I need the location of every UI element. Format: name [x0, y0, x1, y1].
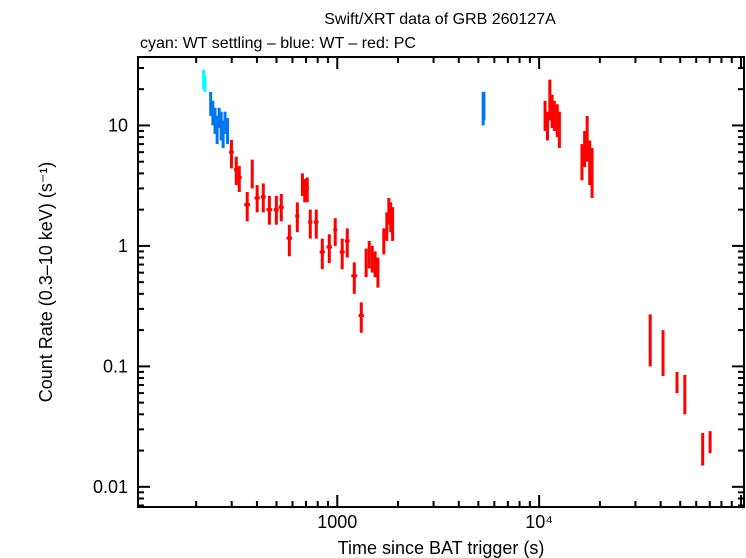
data-point	[278, 193, 284, 222]
data-point	[583, 130, 587, 168]
data-point	[254, 185, 260, 213]
data-point	[588, 140, 592, 186]
chart-title: Swift/XRT data of GRB 260127A	[324, 11, 556, 28]
chart-subtitle: cyan: WT settling – blue: WT – red: PC	[140, 35, 416, 52]
data-point	[590, 147, 594, 198]
data-point	[675, 371, 679, 394]
data-point	[305, 177, 309, 203]
data-point	[367, 240, 371, 269]
data-point	[580, 144, 584, 181]
data-point	[226, 118, 230, 145]
data-point	[319, 238, 325, 270]
data-point	[236, 166, 242, 193]
y-tick-label: 10	[108, 115, 128, 135]
data-point	[555, 104, 559, 138]
data-point	[234, 156, 239, 186]
y-axis-label: Count Rate (0.3–10 keV) (s⁻¹)	[36, 162, 56, 403]
data-point	[391, 207, 395, 241]
data-point	[701, 432, 705, 466]
data-point	[286, 224, 293, 257]
data-point	[552, 100, 556, 131]
data-point	[585, 115, 589, 162]
data-point	[333, 218, 338, 246]
y-tick-label: 1	[118, 236, 128, 256]
data-point	[314, 209, 319, 239]
data-point	[548, 79, 552, 121]
y-tick-label: 0.1	[103, 356, 128, 376]
data-point	[557, 111, 561, 148]
data-point	[648, 314, 652, 367]
x-axis-label: Time since BAT trigger (s)	[338, 538, 545, 558]
data-point	[382, 228, 386, 255]
data-point	[295, 202, 300, 233]
data-point	[250, 159, 254, 189]
x-tick-label: 1000	[317, 512, 357, 532]
data-point	[708, 431, 712, 454]
data-point	[339, 238, 345, 270]
data-point	[203, 75, 207, 92]
y-tick-label: 0.01	[93, 477, 128, 497]
x-tick-label: 10⁴	[525, 512, 553, 532]
data-point	[376, 257, 380, 288]
data-point	[482, 91, 486, 121]
data-point	[661, 330, 665, 377]
data-point	[303, 178, 307, 203]
data-point	[244, 192, 251, 222]
data-point	[545, 111, 549, 141]
data-point	[373, 251, 377, 278]
data-point	[273, 195, 279, 225]
tick-labels: 1000 10⁴ 10 1 0.1 0.01	[93, 115, 553, 532]
data-point	[229, 139, 234, 169]
data-point	[351, 262, 358, 294]
data-points	[202, 69, 712, 466]
data-point	[308, 209, 313, 239]
data-point	[370, 245, 374, 273]
data-point	[266, 195, 273, 225]
data-point	[326, 234, 332, 264]
data-point	[358, 302, 364, 333]
data-point	[364, 248, 368, 278]
data-point	[550, 94, 554, 129]
data-point	[209, 91, 213, 116]
data-point	[300, 173, 304, 196]
data-point	[543, 100, 547, 131]
data-point	[683, 374, 687, 415]
data-point	[344, 228, 350, 258]
plot-frame	[137, 56, 745, 508]
data-point	[260, 183, 266, 213]
data-point	[223, 111, 227, 134]
